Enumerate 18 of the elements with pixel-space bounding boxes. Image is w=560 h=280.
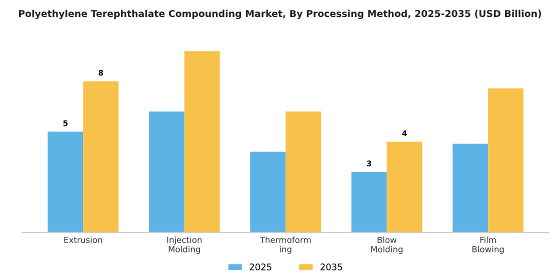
bar [286,112,322,232]
chart-title: Polyethylene Terephthalate Compounding Market, By Processing Method, 2025-2035 (USD Billion) [19,10,542,20]
x-tick-label: Blow Molding [371,236,402,254]
bar [386,142,422,232]
bar [250,152,286,232]
bar [452,144,488,232]
bar [351,172,387,232]
bar [184,51,220,232]
legend-label: 2025 [250,264,272,270]
bar [83,81,119,232]
x-tick-label: Film Blowing [472,236,504,254]
bar [488,88,524,232]
x-tick-label: Extrusion [64,236,102,244]
x-tick-label: Injection Molding [167,236,202,254]
bar [148,112,184,232]
legend-label: 2035 [320,264,342,270]
bar [48,132,84,232]
x-tick-label: Thermoform ing [260,236,311,254]
